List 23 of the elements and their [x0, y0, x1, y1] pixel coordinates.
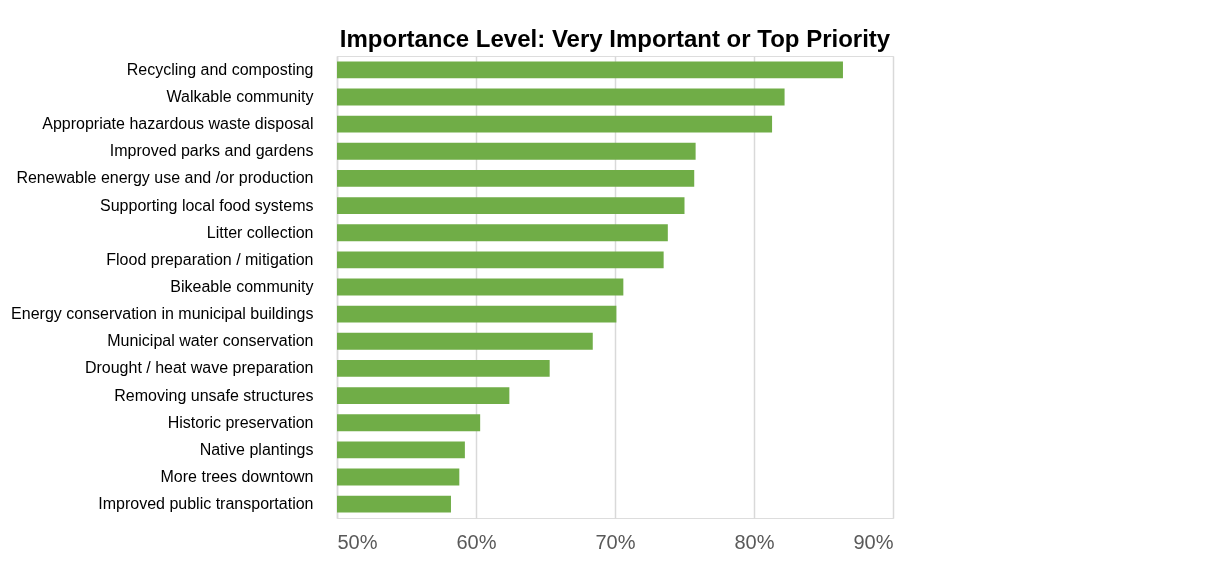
- y-tick-label: Historic preservation: [167, 413, 314, 431]
- y-tick-label: Removing unsafe structures: [114, 386, 314, 404]
- x-tick-label: 90%: [853, 530, 894, 553]
- y-tick-label: Appropriate hazardous waste disposal: [42, 115, 314, 133]
- y-tick-label: Bikeable community: [170, 278, 314, 295]
- y-tick-label: Municipal water conservation: [107, 332, 314, 350]
- y-tick-label: Flood preparation / mitigation: [106, 250, 314, 268]
- y-tick-label: Energy conservation in municipal buildings: [11, 305, 314, 323]
- x-tick-label: 70%: [595, 530, 636, 553]
- y-tick-label: Litter collection: [206, 223, 314, 241]
- y-tick-label: Improved public transportation: [98, 495, 314, 513]
- y-tick-label: Native plantings: [199, 440, 314, 458]
- x-tick-label: 80%: [734, 530, 775, 553]
- x-tick-label: 50%: [337, 530, 378, 553]
- y-tick-label: Recycling and composting: [126, 60, 314, 78]
- chart-title: Importance Level: Very Important or Top Priority: [339, 25, 891, 52]
- y-tick-label: Renewable energy use and /or production: [16, 169, 314, 187]
- y-tick-label: Improved parks and gardens: [109, 142, 314, 160]
- y-tick-label: Supporting local food systems: [100, 196, 314, 214]
- y-tick-label: More trees downtown: [160, 468, 314, 486]
- y-tick-label: Drought / heat wave preparation: [84, 359, 314, 377]
- x-tick-label: 60%: [456, 530, 497, 553]
- y-tick-label: Walkable community: [166, 87, 314, 105]
